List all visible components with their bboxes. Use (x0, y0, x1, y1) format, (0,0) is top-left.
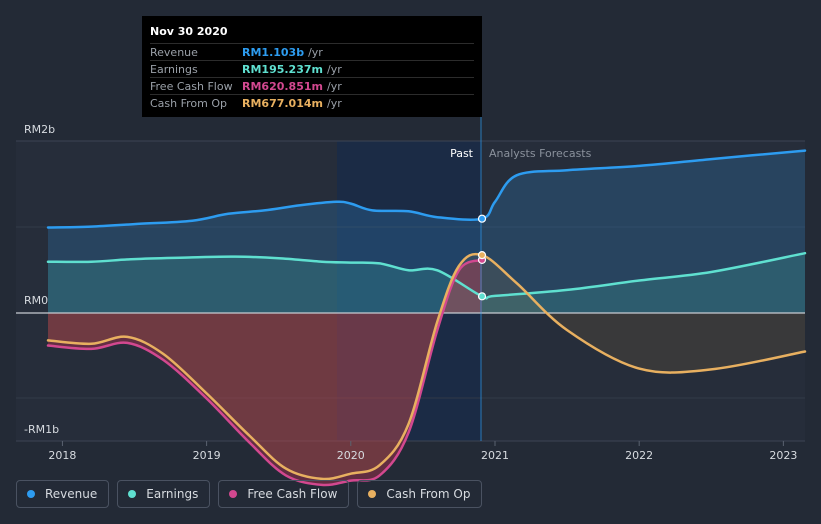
tooltip-value: RM620.851m (242, 79, 323, 93)
tooltip-row-earnings: Earnings RM195.237m /yr (150, 60, 474, 77)
earnings-marker (477, 292, 487, 301)
legend-label: Earnings (146, 487, 199, 501)
past-label: Past (450, 147, 474, 160)
cfo-dot-icon (368, 490, 377, 498)
tooltip-unit: /yr (326, 79, 342, 93)
x-tick-label: 2019 (193, 449, 221, 462)
tooltip-value: RM677.014m (242, 96, 323, 110)
tooltip-unit: /yr (326, 62, 342, 76)
tooltip-row-revenue: Revenue RM1.103b /yr (150, 43, 474, 60)
tooltip-label: Cash From Op (150, 96, 228, 110)
tooltip-label: Free Cash Flow (150, 79, 233, 93)
y-tick-0: RM0 (24, 294, 48, 307)
earnings-line (46, 251, 807, 300)
past-region (337, 141, 481, 441)
forecast-label: Analysts Forecasts (489, 147, 592, 160)
earnings-dot-icon (128, 490, 137, 498)
cash-from-op-marker (477, 251, 487, 260)
cash-from-op-line (46, 252, 807, 481)
legend-cfo-button[interactable]: Cash From Op (357, 480, 483, 508)
tooltip-value: RM195.237m (242, 62, 323, 76)
free-cash-flow-area (48, 259, 482, 486)
x-tick-label: 2022 (625, 449, 653, 462)
x-tick-label: 2020 (337, 449, 365, 462)
earnings-area (48, 253, 805, 313)
tooltip-unit: /yr (326, 96, 342, 110)
legend-earnings-button[interactable]: Earnings (117, 480, 211, 508)
revenue-line (46, 149, 807, 229)
legend-label: Cash From Op (386, 487, 471, 501)
legend: Revenue Earnings Free Cash Flow Cash Fro… (16, 480, 483, 508)
legend-label: Revenue (45, 487, 98, 501)
y-tick-neg1b: -RM1b (24, 423, 59, 436)
revenue-marker (477, 214, 487, 223)
tooltip-row-cfo: Cash From Op RM677.014m /yr (150, 94, 474, 111)
tooltip: Nov 30 2020 Revenue RM1.103b /yr Earning… (142, 16, 482, 117)
tooltip-label: Earnings (150, 62, 198, 76)
tooltip-row-fcf: Free Cash Flow RM620.851m /yr (150, 77, 474, 94)
x-tick-label: 2021 (481, 449, 509, 462)
tooltip-label: Revenue (150, 45, 198, 59)
legend-revenue-button[interactable]: Revenue (16, 480, 110, 508)
tooltip-value: RM1.103b (242, 45, 305, 59)
fcf-dot-icon (229, 490, 238, 498)
revenue-dot-icon (27, 490, 35, 498)
x-tick-label: 2023 (769, 449, 797, 462)
tooltip-date: Nov 30 2020 (150, 25, 228, 38)
free-cash-flow-line (46, 258, 484, 487)
revenue-area (48, 150, 805, 313)
legend-label: Free Cash Flow (247, 487, 338, 501)
legend-fcf-button[interactable]: Free Cash Flow (218, 480, 350, 508)
y-tick-2b: RM2b (24, 123, 55, 136)
tooltip-unit: /yr (308, 45, 323, 59)
x-tick-label: 2018 (48, 449, 76, 462)
